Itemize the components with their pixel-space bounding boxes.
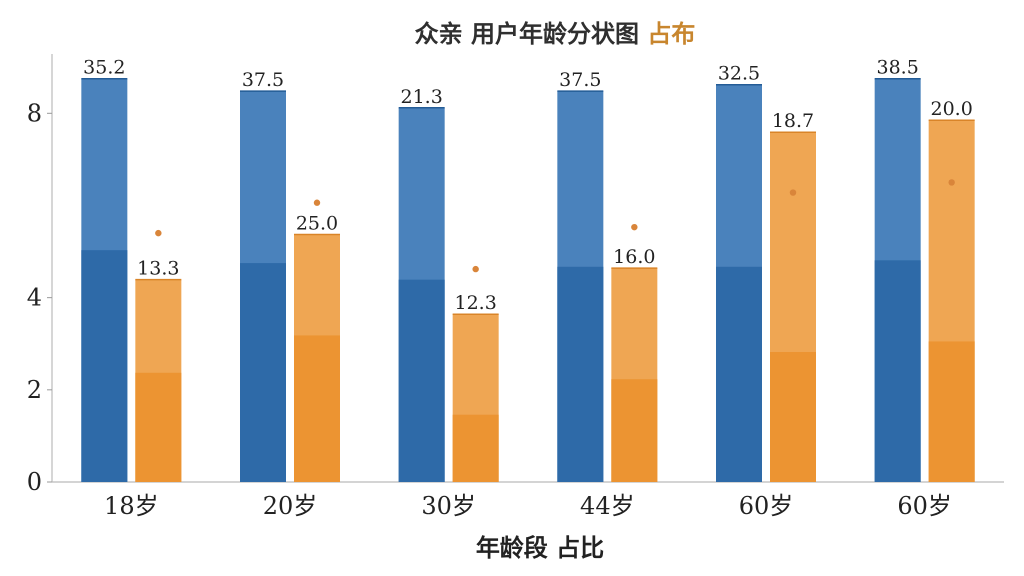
bar-inner-series0-3: [557, 266, 604, 482]
bar-inner-series1-3: [611, 379, 658, 482]
x-tick-label: 60岁: [897, 492, 952, 520]
x-tick-label: 18岁: [104, 492, 159, 520]
bar-inner-series1-2: [452, 414, 499, 482]
value-label-series0-4: 32.5: [718, 63, 760, 85]
y-tick-label: 0: [27, 468, 42, 496]
y-tick-label: 2: [27, 376, 42, 404]
bar-inner-series1-0: [135, 372, 182, 482]
bar-inner-series0-4: [716, 266, 762, 482]
chart-title-part-0: 众亲 用户年龄分状图: [415, 20, 639, 48]
marker-dot-1: [313, 199, 321, 206]
value-labels: 35.2 13.3 37.5 25.0 21.3 12.3 37.5 16.0 32.5 18.7…: [83, 57, 973, 315]
value-label-series1-1: 25.0: [296, 213, 338, 235]
x-tick-label: 30岁: [421, 492, 476, 520]
bar-inner-series0-2: [398, 279, 445, 482]
y-tick-label: 8: [27, 99, 42, 127]
value-label-series0-1: 37.5: [242, 69, 284, 91]
marker-dot-3: [631, 223, 638, 231]
bar-inner-series1-4: [770, 352, 816, 482]
bar-inner-series0-1: [240, 263, 286, 482]
value-label-series1-4: 18.7: [772, 110, 814, 132]
y-tick-label: 4: [27, 284, 42, 312]
marker-dot-0: [155, 229, 162, 237]
bar-inner-series0-0: [81, 250, 128, 482]
marker-dot-4: [789, 189, 797, 196]
bar-inner-series1-5: [928, 341, 975, 482]
x-tick-label: 60岁: [739, 492, 794, 520]
bar-inner-series0-5: [874, 260, 921, 482]
bars: [81, 77, 975, 482]
x-tick-label: 20岁: [263, 492, 318, 520]
bar-inner-series1-1: [294, 335, 340, 482]
value-label-series0-0: 35.2: [83, 57, 125, 79]
value-label-series0-3: 37.5: [559, 69, 601, 91]
chart-title: 众亲 用户年龄分状图 占布: [415, 20, 696, 48]
marker-dot-2: [472, 265, 479, 273]
value-label-series1-5: 20.0: [931, 98, 973, 120]
value-label-series1-2: 12.3: [455, 292, 497, 314]
value-label-series0-5: 38.5: [877, 57, 919, 79]
chart-title-part-1: 占布: [639, 20, 695, 48]
axes: 0 2 4 8 18岁 20岁 30岁 44岁 60岁 60岁: [27, 54, 1004, 520]
x-axis-label: 年龄段 占比: [476, 534, 604, 562]
x-tick-label: 44岁: [580, 492, 635, 520]
value-label-series0-2: 21.3: [401, 86, 443, 108]
value-label-series1-0: 13.3: [137, 258, 179, 280]
value-label-series1-3: 16.0: [613, 246, 655, 268]
marker-dot-5: [948, 179, 955, 186]
